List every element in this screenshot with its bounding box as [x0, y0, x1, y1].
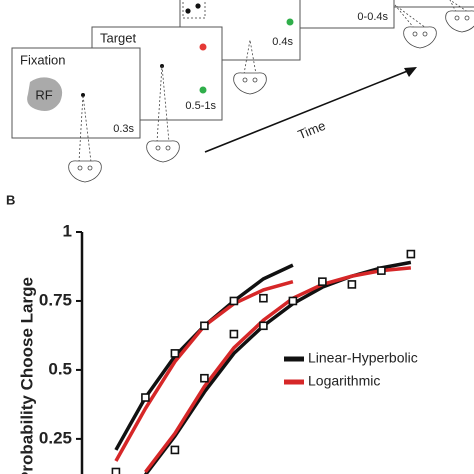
panel-title: Fixation — [20, 52, 66, 67]
duration: 0.4s — [272, 36, 293, 48]
head — [68, 160, 102, 183]
duration: 0-0.4s — [357, 11, 388, 23]
head — [233, 72, 267, 95]
monkeys — [68, 0, 474, 183]
data-point — [288, 296, 298, 306]
eye — [464, 15, 470, 21]
dot — [195, 3, 201, 9]
data-point — [141, 393, 150, 402]
eye — [155, 145, 161, 151]
chart: Probability Choose Large 0.25 0.5 0.75 1 Lin… — [17, 221, 418, 474]
eye — [77, 165, 83, 171]
fixation-dot — [81, 93, 85, 97]
data-point — [259, 321, 268, 331]
data-point — [259, 293, 268, 303]
gaze — [243, 39, 257, 75]
data-point — [347, 280, 357, 289]
gaze — [449, 0, 469, 13]
y-tick-label: 0.75 — [39, 290, 72, 309]
duration: 0.5-1s — [185, 100, 216, 112]
eye — [454, 15, 460, 21]
data-point — [318, 277, 327, 286]
target-dot — [199, 43, 207, 51]
eye — [87, 165, 93, 171]
fit-line — [114, 279, 294, 462]
data-point — [111, 467, 121, 474]
eye — [412, 31, 418, 37]
receptive-field — [27, 77, 63, 111]
head — [403, 26, 437, 49]
data-point — [229, 329, 239, 339]
data-point — [200, 373, 209, 383]
data-point — [377, 266, 386, 275]
eye — [165, 145, 171, 151]
gaze — [156, 65, 170, 143]
panel-label: B — [6, 192, 15, 207]
data-point — [170, 445, 180, 455]
duration: 0.3s — [113, 123, 134, 135]
choice-box — [182, 0, 206, 19]
fit-line — [144, 266, 412, 474]
head — [146, 140, 180, 163]
gaze — [78, 94, 92, 163]
head — [445, 10, 474, 33]
legend-label: Linear-Hyperbolic — [308, 350, 418, 366]
time-arrow — [204, 69, 411, 153]
panel — [391, 0, 474, 8]
data-point — [200, 321, 209, 331]
fit-line — [114, 263, 294, 451]
y-tick-label: 0.5 — [48, 359, 72, 378]
data-point — [170, 349, 180, 358]
y-tick-label: 1 — [63, 221, 72, 240]
rf-label: RF — [35, 87, 52, 102]
target-dot — [199, 86, 207, 94]
fit-line — [144, 260, 412, 474]
eye — [422, 31, 428, 37]
eye — [252, 77, 258, 83]
task-diagram: 0-0.4s 0.4s Target 0.5-1s Fixation RF 0.… — [11, 0, 474, 183]
y-tick-label: 0.25 — [39, 428, 72, 447]
arrow-head — [404, 67, 417, 77]
y-axis-label: Probability Choose Large — [17, 277, 36, 474]
gaze — [394, 4, 427, 29]
dot — [185, 8, 191, 14]
legend-label: Logarithmic — [308, 373, 380, 389]
target-dot — [286, 18, 294, 26]
eye — [242, 77, 248, 83]
panel-title: Target — [100, 30, 137, 45]
arrow-label: Time — [296, 118, 328, 143]
data-point — [406, 249, 416, 259]
data-point — [229, 296, 239, 306]
